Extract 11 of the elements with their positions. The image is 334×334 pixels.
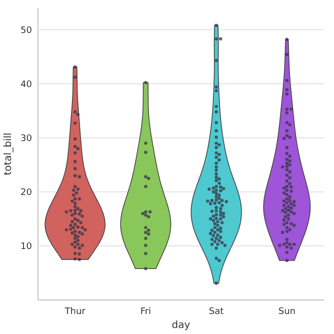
y-tick-label: 10 — [20, 242, 32, 252]
x-tick-label: Sun — [278, 307, 296, 317]
x-tick-label: Fri — [140, 307, 152, 317]
x-axis-title: day — [172, 320, 190, 331]
y-tick-label: 30 — [20, 134, 32, 144]
y-axis-title: total_bill — [3, 132, 14, 176]
x-tick-label: Sat — [208, 307, 224, 317]
y-tick-label: 40 — [20, 80, 32, 90]
y-tick-label: 50 — [20, 26, 32, 36]
y-tick-label: 20 — [20, 188, 32, 198]
x-tick-label: Thur — [64, 307, 86, 317]
